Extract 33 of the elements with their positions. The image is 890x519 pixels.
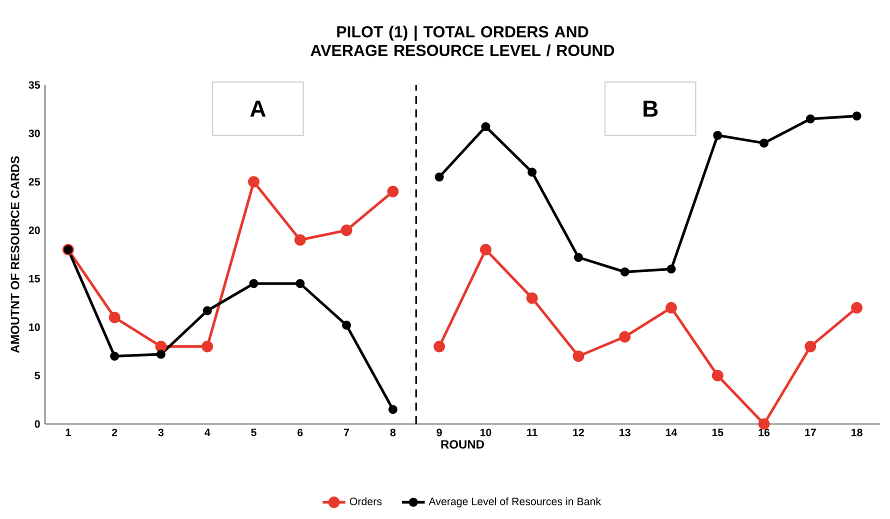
x-tick-label: 10 [480, 428, 492, 436]
y-tick-label: 10 [29, 323, 40, 331]
x-tick-label: 3 [158, 428, 164, 436]
y-tick-label: 0 [34, 420, 40, 428]
y-tick-label: 25 [28, 178, 40, 186]
annotation: A [250, 100, 266, 117]
x-tick-label: 14 [666, 428, 678, 436]
legend-label: Orders [350, 497, 382, 506]
x-tick-label: 15 [712, 428, 724, 436]
x-tick-label: 1 [66, 428, 71, 436]
x-tick-label: 17 [805, 428, 816, 436]
y-tick-label: 5 [34, 372, 40, 380]
y-tick-label: 20 [28, 226, 40, 234]
y-tick-label: 35 [28, 81, 40, 89]
x-tick-label: 12 [573, 428, 584, 436]
x-tick-label: 4 [204, 428, 210, 436]
x-tick-label: 13 [620, 428, 630, 436]
y-tick-label: 30 [28, 130, 40, 138]
x-axis-title: ROUND [441, 440, 484, 449]
x-tick-label: 8 [390, 428, 396, 436]
x-tick-label: 18 [852, 428, 862, 436]
annotation: B [644, 100, 658, 117]
x-tick-label: 6 [298, 428, 303, 436]
x-tick-label: 9 [436, 428, 442, 436]
x-tick-label: 2 [112, 428, 118, 436]
y-tick-label: 15 [29, 274, 40, 282]
y-axis-title: AMOUTNT OF RESOURCE CARDS [10, 156, 20, 353]
x-tick-label: 5 [251, 428, 256, 436]
x-tick-label: 7 [344, 428, 350, 436]
x-tick-label: 11 [527, 428, 538, 436]
legend-label: Average Level of Resources in Bank [428, 497, 602, 508]
x-tick-label: 16 [758, 428, 770, 436]
chart-title: PILOT (1) | TOTAL ORDERS AND AVERAGE RESOURCE LEVEL / ROUND [310, 26, 614, 56]
